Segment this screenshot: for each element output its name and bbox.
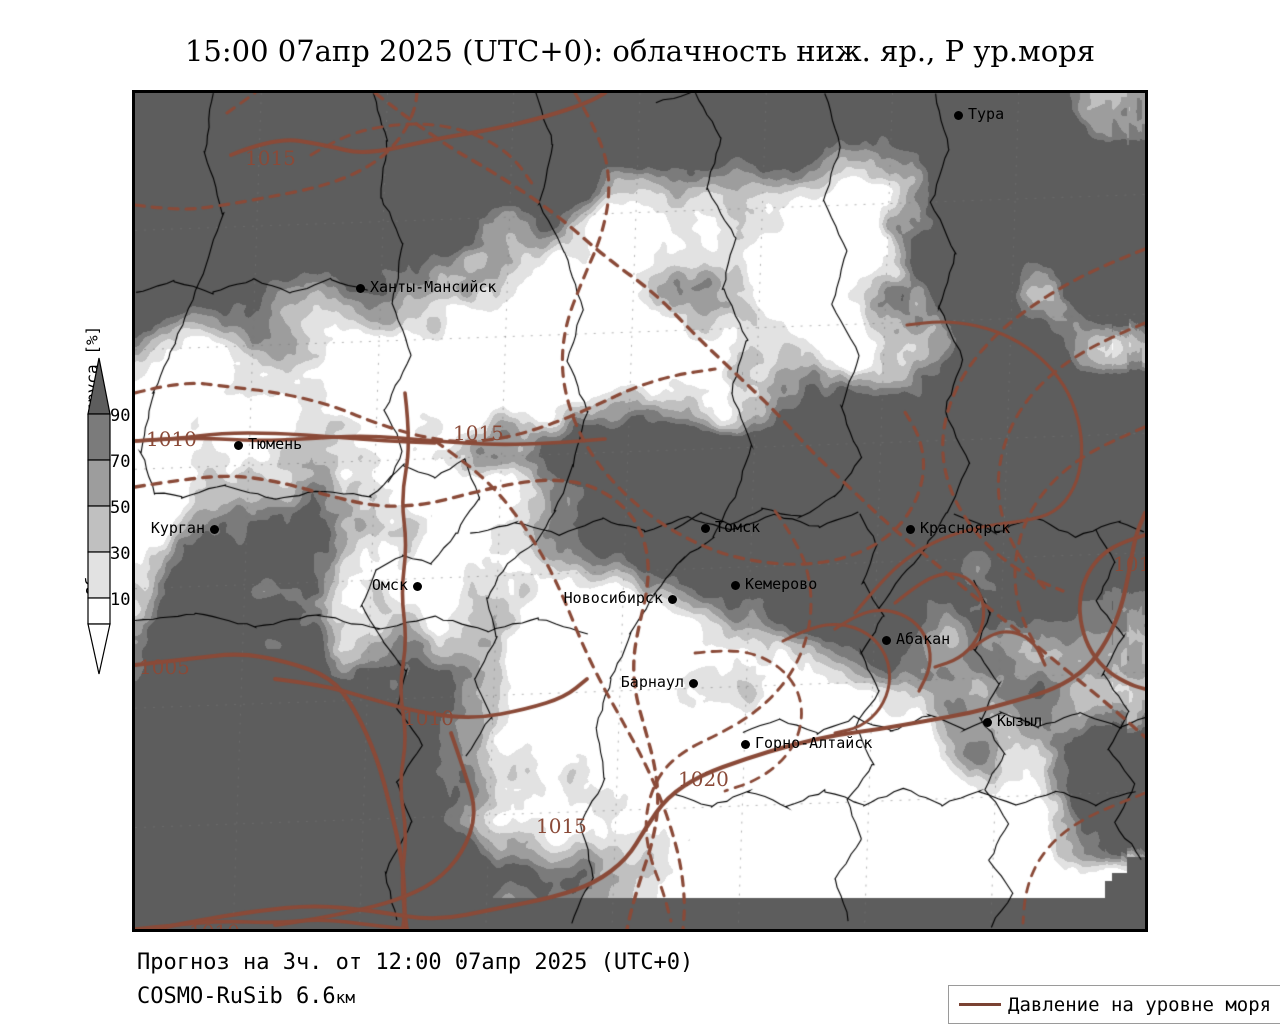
isobar-label-4: 1015 [1113,552,1145,576]
isobar-label-2: 1010 [146,427,197,451]
colorbar-tick-70: 70 [110,452,131,472]
city-name: Ханты-Мансийск [370,278,497,296]
colorbar-tick-50: 50 [110,498,131,518]
isobar-label-6: 1010 [403,706,454,730]
city-label-6: Красноярск [906,519,1011,537]
model-info: COSMO-RuSib 6.6км [137,984,355,1009]
city-label-3: Тюмень [234,435,303,453]
city-marker-dot [356,283,365,293]
city-name: Новосибирск [563,589,663,607]
city-name: Барнаул [620,673,684,691]
colorbar-tick-10: 10 [110,590,131,610]
city-name: Томск [715,518,761,536]
city-name: Красноярск [920,519,1011,537]
city-name: Омск [371,576,408,594]
city-marker-dot [731,580,740,590]
city-label-11: Барнаул [620,673,698,691]
model-name: COSMO-RuSib 6.6 [137,984,336,1009]
city-marker-dot [210,524,219,534]
legend: Давление на уровне моря [948,985,1280,1024]
colorbar-tick-90: 90 [110,406,131,426]
isobar-label-5: 1005 [139,655,190,679]
weather-map[interactable]: Тура Ханты-Мансийск Тюмень Курган Томск Красн… [132,90,1148,932]
city-marker-dot [668,594,677,604]
city-label-10: Абакан [882,630,951,648]
legend-pressure-label: Давление на уровне моря [1008,993,1272,1016]
cloud-cover-raster [135,93,1145,929]
city-label-1: Тура [954,105,1005,123]
colorbar-gradient [87,357,111,675]
city-label-9: Кемерово [731,575,818,593]
city-marker-dot [741,739,750,749]
city-label-13: Кызыл [983,712,1043,730]
city-marker-dot [701,523,710,533]
city-marker-dot [906,524,915,534]
city-name: Горно-Алтайск [755,734,873,752]
isobar-label-7: 1020 [678,767,729,791]
isobar-label-8: 1015 [536,814,587,838]
colorbar: Облачность нижнего яруса [%] 90 70 50 30… [46,326,132,676]
city-label-8: Новосибирск [563,589,677,607]
city-name: Кемерово [745,575,818,593]
city-name: Кызыл [997,712,1043,730]
city-name: Тюмень [248,435,303,453]
city-name: Тура [968,105,1005,123]
forecast-info: Прогноз на 3ч. от 12:00 07апр 2025 (UTC+… [137,950,694,975]
page-title: 15:00 07апр 2025 (UTC+0): облачность ниж… [184,34,1096,68]
isobar-label-1: 1015 [245,146,296,170]
city-label-5: Томск [701,518,761,536]
model-resolution-unit: км [335,988,355,1007]
city-marker-dot [689,678,698,688]
city-marker-dot [413,581,422,591]
city-label-12: Горно-Алтайск [741,734,873,752]
city-name: Курган [150,519,205,537]
pressure-line-swatch [959,1003,1001,1006]
city-marker-dot [954,110,963,120]
isobar-label-9: 1010 [189,920,240,932]
city-marker-dot [234,440,243,450]
city-marker-dot [983,717,992,727]
colorbar-tick-30: 30 [110,544,131,564]
city-marker-dot [882,635,891,645]
city-label-2: Ханты-Мансийск [356,278,497,296]
city-label-4: Курган [150,519,219,537]
city-label-7: Омск [371,576,422,594]
city-name: Абакан [896,630,951,648]
isobar-label-3: 1015 [453,421,504,445]
